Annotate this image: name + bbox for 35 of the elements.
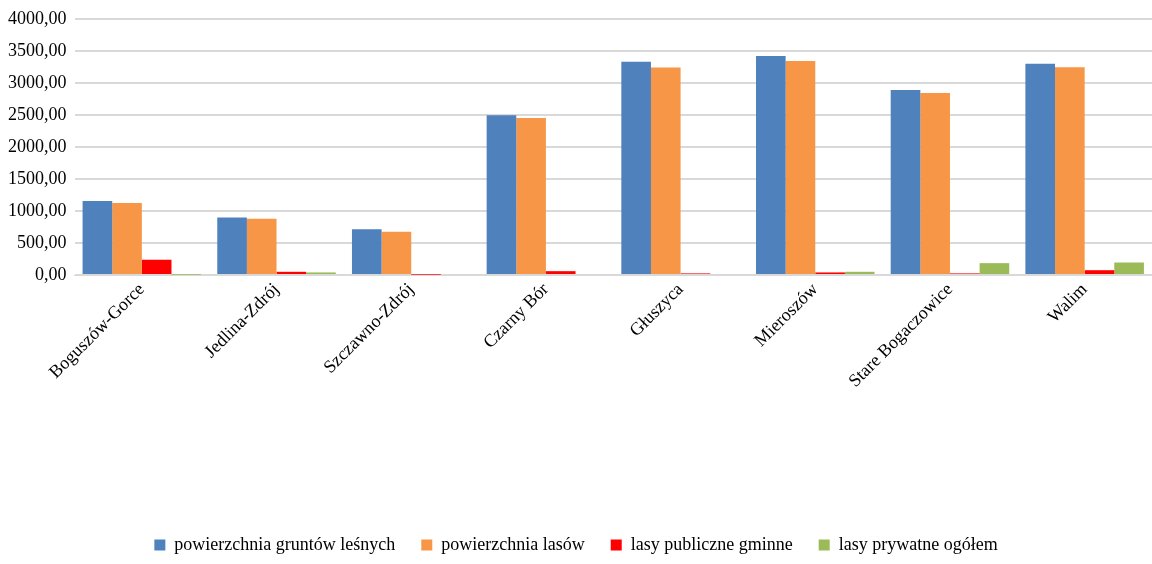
bar [486, 115, 517, 274]
bar [650, 67, 681, 274]
y-tick-label: 3000,00 [8, 71, 67, 92]
legend-label: lasy prywatne ogółem [838, 533, 998, 554]
y-tick-label: 2500,00 [8, 103, 67, 124]
bar [351, 229, 382, 274]
bar [1055, 67, 1085, 274]
bar [381, 231, 412, 274]
bar [785, 61, 816, 274]
legend-label: powierzchnia gruntów leśnych [174, 533, 396, 554]
bar [82, 201, 113, 274]
bar [112, 202, 142, 274]
bar [141, 259, 172, 274]
y-tick-label: 3500,00 [8, 39, 67, 60]
y-tick-label: 4000,00 [8, 7, 67, 28]
bar [920, 93, 950, 274]
legend-label: lasy publiczne gminne [630, 533, 793, 554]
bar [516, 118, 546, 274]
y-tick-label: 2000,00 [8, 135, 67, 156]
y-tick-label: 500,00 [17, 231, 67, 252]
legend-label: powierzchnia lasów [441, 533, 585, 554]
bar [844, 271, 875, 274]
bar [890, 89, 921, 274]
y-tick-label: 1500,00 [8, 167, 67, 188]
bar [545, 271, 576, 274]
bar [621, 61, 651, 274]
bar [1084, 270, 1115, 274]
bar [246, 218, 277, 274]
bar [1114, 262, 1144, 274]
bar [1025, 63, 1056, 274]
bar [979, 263, 1010, 274]
y-tick-label: 1000,00 [8, 199, 67, 220]
y-tick-label: 0,00 [35, 263, 67, 284]
bar [217, 217, 247, 274]
bar [756, 55, 786, 274]
